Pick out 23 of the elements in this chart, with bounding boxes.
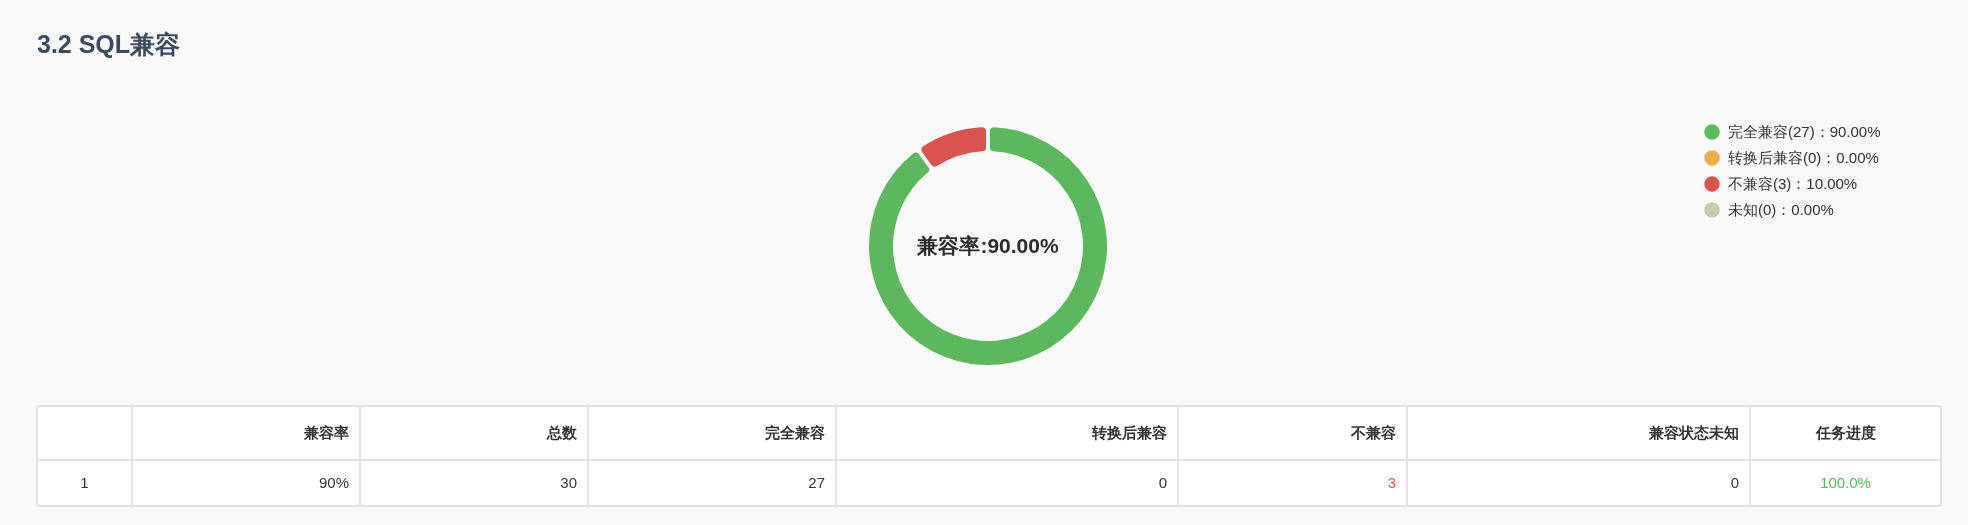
text: 兼容率:90.00% (916, 234, 1059, 257)
text: 兼容状态未知 (1648, 424, 1739, 441)
text: 任务进度 (1814, 424, 1876, 441)
legend-label: 完全兼容(27)：90.00% (1728, 123, 1881, 140)
legend-label: 未知(0)：0.00% (1728, 201, 1834, 218)
text: 1 (80, 474, 89, 491)
text: 兼容率 (303, 424, 349, 441)
text: 转换后兼容 (1091, 424, 1167, 441)
text: 总数 (546, 424, 578, 441)
text: 不兼容 (1350, 424, 1396, 441)
text: 0 (1730, 474, 1739, 491)
text: 30 (560, 474, 577, 491)
text: 完全兼容 (765, 424, 825, 441)
donut-slice (921, 127, 987, 167)
text: 3.2 SQL兼容 (37, 30, 181, 58)
text: 3 (1387, 474, 1396, 491)
legend-label: 不兼容(3)：10.00% (1728, 175, 1858, 192)
text: 0 (1158, 474, 1167, 491)
text: 90% (318, 474, 349, 491)
legend-label: 转换后兼容(0)：0.00% (1728, 149, 1879, 166)
text: 27 (808, 474, 825, 491)
donut-slice (869, 127, 1107, 365)
text: 100.0% (1820, 474, 1871, 491)
